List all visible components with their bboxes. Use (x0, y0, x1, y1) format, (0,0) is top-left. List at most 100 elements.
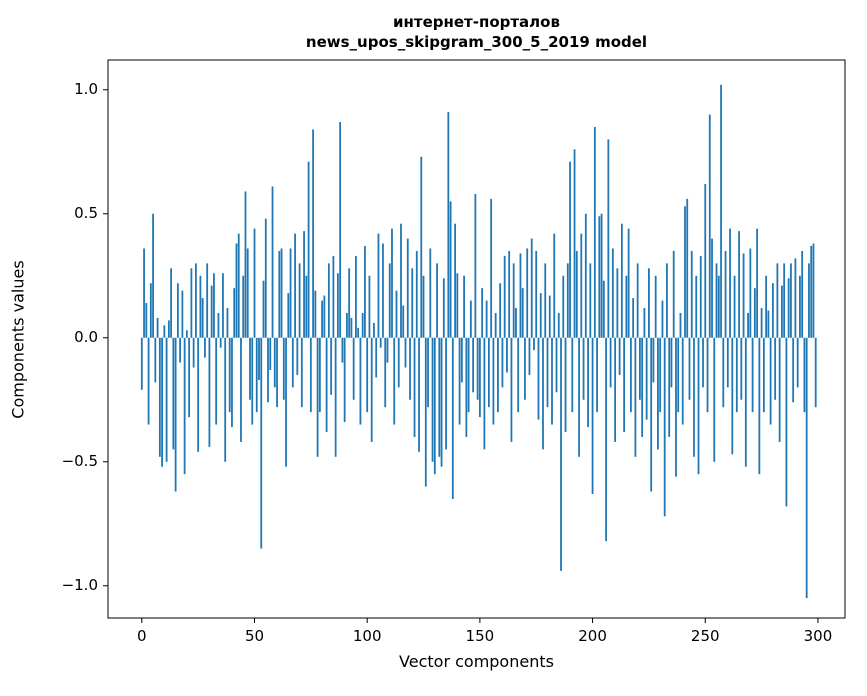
bar (790, 263, 792, 338)
bar (720, 84, 722, 338)
bar (213, 273, 215, 338)
bar (521, 288, 524, 338)
bar (152, 213, 154, 338)
bar (639, 337, 641, 400)
bar (814, 337, 817, 408)
bar (350, 317, 353, 338)
bar (197, 337, 200, 452)
bar (528, 337, 531, 375)
bar (298, 263, 301, 338)
chart-title-line1: интернет-порталов (393, 13, 560, 31)
bar (280, 248, 283, 338)
bar (409, 337, 411, 400)
bar (359, 337, 362, 425)
bar (672, 250, 675, 338)
bar (199, 275, 202, 338)
bar (499, 283, 502, 338)
bar (551, 337, 553, 425)
bar (355, 255, 357, 338)
bar (303, 231, 305, 338)
bar (447, 112, 450, 338)
bar (697, 337, 700, 475)
bar (623, 337, 626, 432)
bar (343, 337, 346, 423)
x-tick-label: 150 (465, 627, 495, 645)
bar (580, 233, 583, 338)
bar (632, 298, 635, 338)
bar (192, 337, 195, 368)
bar (185, 330, 188, 338)
bar (652, 337, 655, 383)
bar (787, 278, 790, 338)
bar (769, 337, 772, 425)
bar (183, 337, 186, 475)
bar (395, 290, 398, 338)
bar (282, 337, 285, 400)
bar (641, 337, 644, 437)
bar (176, 283, 179, 338)
bar (645, 337, 648, 420)
bar (767, 310, 770, 338)
bar (147, 337, 150, 425)
bar (569, 161, 571, 338)
bar (751, 337, 754, 413)
bar (677, 337, 680, 413)
bar (602, 280, 605, 338)
bar (246, 248, 249, 338)
bar (285, 337, 287, 467)
bar (404, 337, 407, 368)
bar (420, 156, 423, 338)
y-tick-label: −0.5 (61, 451, 98, 470)
bar (627, 228, 630, 338)
bar (497, 337, 499, 413)
bar (510, 337, 513, 442)
bar (415, 250, 418, 338)
bar (364, 246, 366, 338)
bar (539, 293, 542, 338)
bar (711, 238, 713, 338)
bar (433, 337, 436, 475)
bar (778, 337, 781, 442)
x-tick-label: 100 (352, 627, 382, 645)
bar (397, 337, 400, 388)
bar (300, 337, 303, 408)
bar (780, 285, 783, 338)
y-tick-label: 0.0 (74, 327, 98, 346)
bar (422, 275, 425, 338)
bar (783, 263, 786, 338)
bar (291, 337, 294, 388)
bar (729, 228, 731, 338)
bar (614, 337, 617, 442)
bar (375, 337, 378, 378)
bar (244, 191, 247, 338)
x-axis-label: Vector components (399, 652, 554, 671)
bar (226, 308, 229, 338)
bar (438, 337, 441, 457)
bar (794, 258, 797, 338)
bar (143, 248, 145, 338)
bar (210, 285, 213, 338)
bar (512, 263, 515, 338)
bar (323, 295, 326, 338)
bar (411, 268, 414, 338)
bar (361, 312, 364, 338)
bar (481, 288, 484, 338)
bar (368, 275, 371, 338)
bar (406, 238, 409, 338)
bar (305, 275, 308, 338)
bar (591, 337, 594, 494)
bar (258, 337, 260, 380)
bar (318, 337, 321, 413)
bar (607, 139, 610, 338)
bar (445, 337, 447, 450)
bar (140, 337, 143, 390)
bar (542, 337, 544, 450)
bar (271, 186, 274, 338)
bar (386, 337, 389, 363)
bar (765, 275, 768, 338)
bar (659, 337, 662, 413)
bar (726, 337, 729, 388)
bar (156, 317, 159, 338)
bar (190, 268, 193, 338)
bar (544, 263, 547, 338)
